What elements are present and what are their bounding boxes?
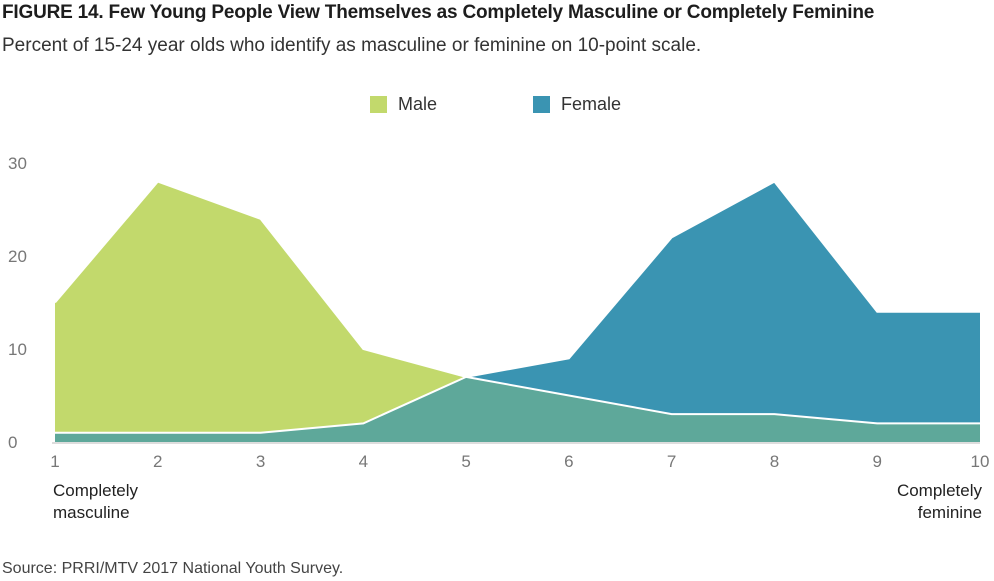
endpoint-label-left: masculine [53,503,130,522]
endpoint-label-right: Completely [897,481,983,500]
x-tick-label: 10 [971,452,990,471]
overlap-area [55,376,980,442]
x-tick-label: 7 [667,452,676,471]
legend-label-female: Female [561,94,622,114]
female-line [55,180,980,434]
male-line [54,180,980,425]
y-tick-label: 30 [8,154,27,173]
y-tick-label: 0 [8,433,17,452]
legend-swatch-male [370,96,387,113]
legend-label-male: Male [398,94,438,114]
x-tick-label: 5 [461,452,470,471]
chart-subtitle: Percent of 15-24 year olds who identify … [2,35,702,56]
x-tick-label: 3 [256,452,265,471]
x-tick-label: 4 [359,452,368,471]
y-tick-label: 10 [8,340,27,359]
x-tick-label: 1 [50,452,59,471]
legend-item-female: Female [533,94,621,115]
chart-title: FIGURE 14. Few Young People View Themsel… [2,2,875,23]
x-tick-label: 8 [770,452,779,471]
female-area [55,181,980,442]
legend-item-male: Male [370,94,437,115]
legend-swatch-female [533,96,550,113]
x-tick-label: 2 [153,452,162,471]
y-tick-label: 20 [8,247,27,266]
endpoint-label-right: feminine [918,503,982,522]
x-tick-label: 6 [564,452,573,471]
x-tick-label: 9 [872,452,881,471]
source-note: Source: PRRI/MTV 2017 National Youth Sur… [2,560,344,577]
male-area [55,181,980,442]
endpoint-label-left: Completely [53,481,139,500]
